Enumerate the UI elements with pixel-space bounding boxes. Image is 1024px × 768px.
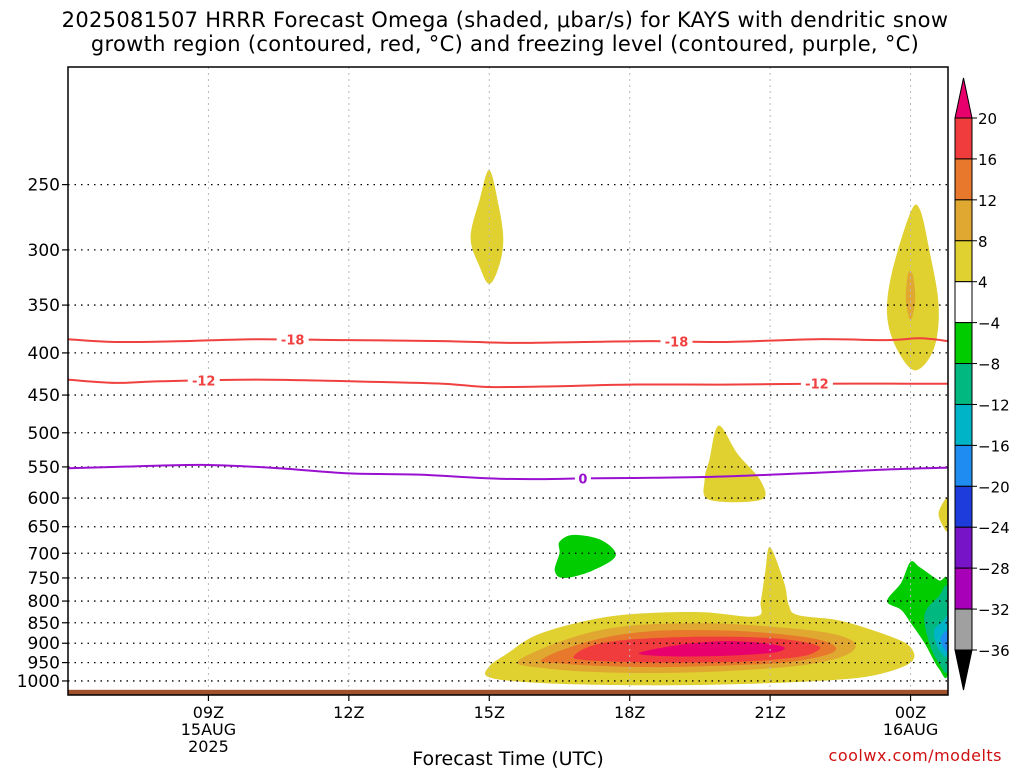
contour-label-bg: [276, 331, 309, 348]
colorbar-label-1: 16: [978, 151, 997, 169]
colorbar-segment-11: [954, 567, 973, 610]
y-tick-label-450: 450: [28, 386, 60, 406]
y-tick-label-400: 400: [28, 344, 60, 364]
y-tick-label-850: 850: [28, 614, 60, 634]
chart-title-line-2: growth region (contoured, red, °C) and f…: [90, 32, 920, 56]
colorbar-label-13: −36: [978, 642, 1010, 660]
colorbar-label-0: 20: [978, 110, 997, 128]
colorbar-segment-5: [954, 322, 973, 365]
x-tick-label-9-2: 2025: [188, 737, 229, 756]
credit-text: coolwx.com/modelts: [828, 746, 1002, 765]
colorbar-segment-9: [954, 485, 973, 528]
colorbar-segment-6: [954, 363, 973, 405]
colorbar-label-3: 8: [978, 233, 988, 251]
omega-region-pos4-4: [938, 497, 948, 532]
colorbar-label-12: −32: [978, 601, 1010, 619]
colorbar-label-9: −20: [978, 478, 1010, 496]
colorbar-segment-7: [954, 403, 973, 446]
omega-region-pos4-0: [470, 169, 504, 284]
colorbar-label-7: −12: [978, 396, 1010, 414]
omega-region-pos20-10: [638, 641, 785, 657]
x-tick-label-24-0: 00Z: [895, 703, 926, 722]
colorbar-label-10: −24: [978, 519, 1010, 537]
colorbar-label-6: −8: [978, 356, 1000, 374]
colorbar-label-5: −4: [978, 315, 1000, 333]
x-axis-label: Forecast Time (UTC): [412, 748, 603, 768]
colorbar-label-2: 12: [978, 192, 997, 210]
colorbar-segment-2: [954, 199, 973, 242]
colorbar-segment-0: [954, 117, 973, 160]
x-tick-label-15-0: 15Z: [474, 703, 505, 722]
chart-title: 2025081507 HRRR Forecast Omega (shaded, …: [0, 8, 1010, 56]
contour-label-0-0: 0: [578, 472, 587, 487]
temperature-contours: -18 -18 -12 -12 0: [68, 331, 948, 487]
colorbar-bottom-triangle: [954, 649, 973, 691]
contour-label-bg: [800, 375, 833, 392]
y-tick-label-600: 600: [28, 489, 60, 509]
y-tick-label-700: 700: [28, 544, 60, 564]
y-tick-label-900: 900: [28, 634, 60, 654]
colorbar-label-4: 4: [978, 274, 988, 292]
contour-label--12-0: -12: [192, 375, 216, 390]
x-tick-label-9-0: 09Z: [193, 703, 224, 722]
colorbar-label-8: −16: [978, 437, 1010, 455]
y-tick-label-550: 550: [28, 458, 60, 478]
x-tick-label-9-1: 15AUG: [181, 720, 236, 739]
colorbar-label-11: −28: [978, 560, 1010, 578]
colorbar-segment-10: [954, 526, 973, 569]
y-tick-label-300: 300: [28, 241, 60, 261]
y-tick-label-650: 650: [28, 518, 60, 538]
contour-label--18-0: -18: [281, 334, 305, 349]
contour-line--18: [68, 337, 948, 344]
colorbar-top-triangle: [954, 77, 973, 119]
contour-label-bg: [574, 470, 591, 487]
ground-fill: [68, 689, 948, 695]
axes: 2503003504004505005506006507007508008509…: [17, 66, 949, 768]
colorbar-segment-12: [954, 608, 973, 651]
y-tick-label-750: 750: [28, 569, 60, 589]
x-tick-label-24-1: 16AUG: [883, 720, 938, 739]
omega-region-neg4-5: [554, 534, 616, 578]
colorbar-segment-3: [954, 240, 973, 283]
chart-title-line-1: 2025081507 HRRR Forecast Omega (shaded, …: [61, 8, 949, 32]
colorbar-segment-1: [954, 158, 973, 201]
omega-region-pos4-3: [703, 425, 766, 503]
y-tick-label-950: 950: [28, 654, 60, 674]
y-tick-label-500: 500: [28, 424, 60, 444]
x-tick-label-12-0: 12Z: [333, 703, 364, 722]
colorbar-segment-4: [954, 281, 973, 324]
contour-label--12-1: -12: [805, 378, 829, 393]
contour-label--18-1: -18: [665, 335, 689, 350]
plot-frame: [67, 66, 949, 696]
contour-label-bg: [660, 333, 693, 350]
y-tick-label-1000: 1000: [17, 672, 60, 692]
y-tick-label-800: 800: [28, 592, 60, 612]
omega-region-neg16-14: [940, 630, 948, 652]
colorbar: 20 16 12 8 4 −4 −8 −12 −16 −20 −24 −28 −32 −36: [954, 77, 1010, 691]
contour-label-bg: [187, 372, 220, 389]
y-tick-label-250: 250: [28, 176, 60, 196]
colorbar-segment-8: [954, 444, 973, 487]
x-tick-label-18-0: 18Z: [614, 703, 645, 722]
omega-shading: [470, 169, 948, 686]
x-tick-label-21-0: 21Z: [754, 703, 785, 722]
y-tick-label-350: 350: [28, 296, 60, 316]
ground-layer: [68, 689, 948, 695]
contour-line-0: [68, 463, 948, 481]
